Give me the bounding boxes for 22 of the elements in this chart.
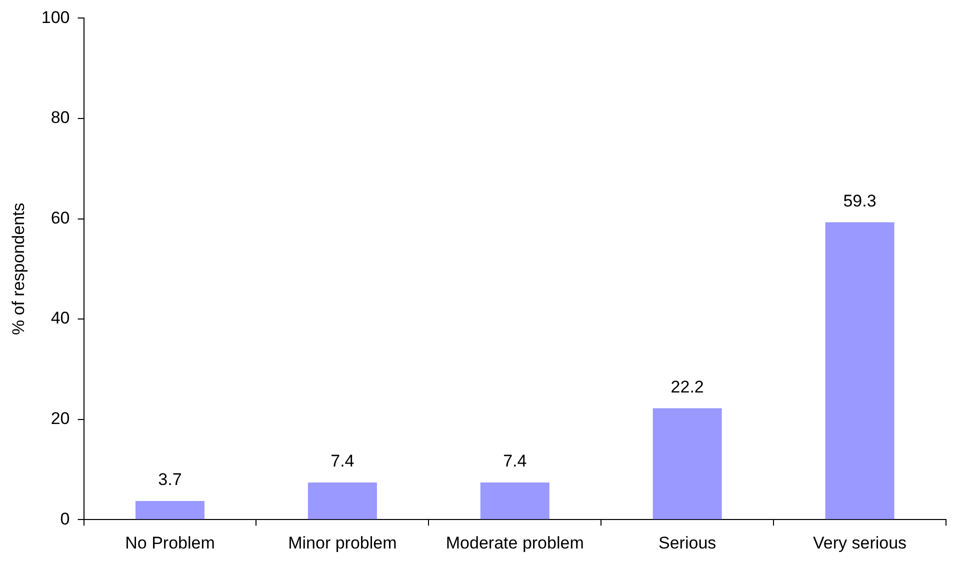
x-tick-label: Very serious	[813, 533, 907, 552]
x-tick-label: Minor problem	[288, 533, 397, 552]
x-tick-label: No Problem	[125, 533, 215, 552]
bar	[652, 408, 722, 520]
y-tick-label: 80	[50, 108, 70, 128]
data-label: 7.4	[503, 452, 527, 471]
y-axis-title: % of respondents	[8, 202, 28, 336]
bar	[825, 222, 894, 520]
y-tick-label: 20	[50, 409, 70, 428]
y-tick-label: 0	[60, 509, 70, 528]
bar	[480, 482, 550, 520]
x-tick-label: Serious	[658, 533, 716, 552]
data-label: 22.2	[670, 377, 704, 396]
bar	[136, 501, 204, 520]
bar	[308, 482, 377, 520]
y-tick-label: 60	[50, 208, 70, 228]
data-label: 7.4	[330, 452, 354, 471]
y-tick-label: 40	[50, 308, 70, 328]
x-tick-label: Moderate problem	[446, 533, 584, 552]
y-tick-label: 100	[41, 8, 70, 27]
data-label: 59.3	[843, 191, 876, 210]
data-label: 3.7	[158, 470, 182, 490]
